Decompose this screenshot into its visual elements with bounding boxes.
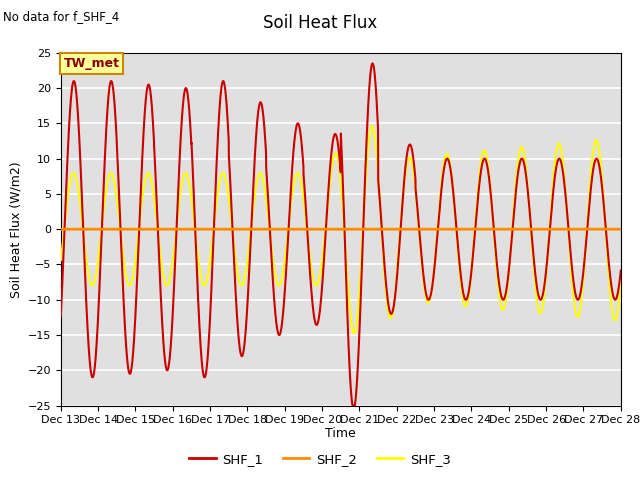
SHF_1 xyxy=(564,219,572,225)
SHF_1 xyxy=(369,60,376,66)
SHF_1 xyxy=(213,148,221,154)
SHF_3 xyxy=(617,276,625,282)
SHF_2 xyxy=(564,227,572,232)
SHF_2 xyxy=(396,227,403,232)
SHF_2 xyxy=(177,227,184,232)
SHF_1 xyxy=(406,142,413,147)
SHF_1 xyxy=(617,269,625,275)
SHF_2 xyxy=(405,227,413,232)
SHF_3 xyxy=(564,221,572,227)
SHF_2 xyxy=(57,227,65,232)
SHF_3 xyxy=(396,233,404,239)
SHF_3 xyxy=(177,187,184,193)
SHF_1 xyxy=(617,268,625,274)
Line: SHF_1: SHF_1 xyxy=(61,63,621,406)
Text: No data for f_SHF_4: No data for f_SHF_4 xyxy=(3,10,120,23)
SHF_3 xyxy=(617,278,625,284)
SHF_3 xyxy=(213,194,221,200)
X-axis label: Time: Time xyxy=(325,427,356,440)
SHF_2 xyxy=(617,227,625,232)
SHF_2 xyxy=(616,227,624,232)
SHF_3 xyxy=(406,155,413,160)
SHF_3 xyxy=(57,257,65,263)
SHF_1 xyxy=(396,238,404,244)
SHF_1 xyxy=(57,313,65,319)
Text: Soil Heat Flux: Soil Heat Flux xyxy=(263,14,377,33)
SHF_2 xyxy=(213,227,221,232)
Y-axis label: Soil Heat Flux (W/m2): Soil Heat Flux (W/m2) xyxy=(9,161,22,298)
Line: SHF_3: SHF_3 xyxy=(61,126,621,334)
Legend: SHF_1, SHF_2, SHF_3: SHF_1, SHF_2, SHF_3 xyxy=(184,447,456,471)
SHF_1 xyxy=(177,134,184,140)
SHF_3 xyxy=(350,331,358,336)
Text: TW_met: TW_met xyxy=(63,57,120,70)
SHF_1 xyxy=(349,403,356,408)
SHF_3 xyxy=(368,123,376,129)
